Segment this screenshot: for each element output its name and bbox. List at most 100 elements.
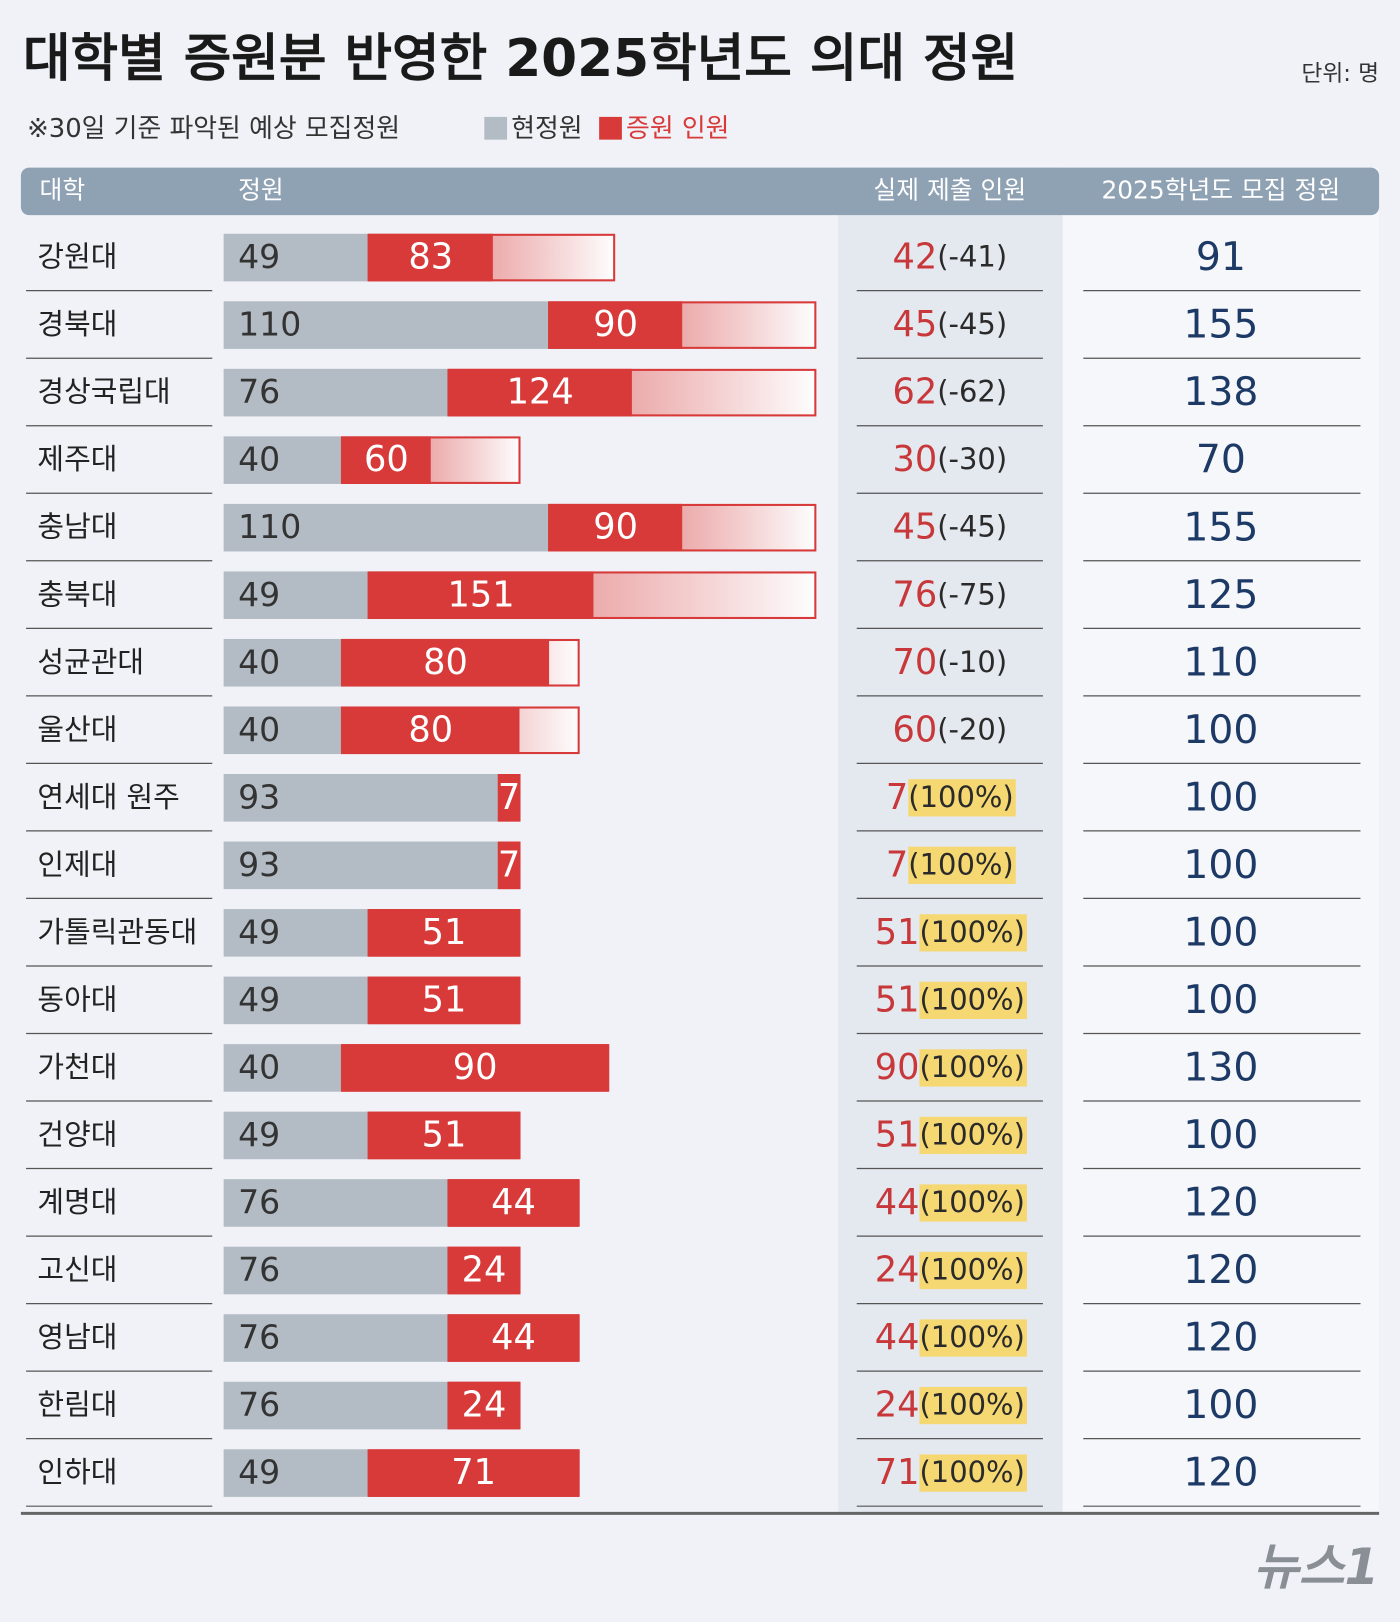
- final-value: 100: [1183, 1383, 1258, 1428]
- bar-label: 51: [422, 1114, 467, 1155]
- highlight: [919, 1319, 1027, 1357]
- bar-submitted: [341, 1044, 609, 1092]
- highlight: [919, 1386, 1027, 1425]
- category-label: 영남대: [37, 1320, 117, 1354]
- bar-label: 93: [238, 777, 280, 816]
- bar-label: 7: [498, 777, 520, 818]
- bar-label: 71: [451, 1452, 496, 1493]
- category-label: 경북대: [37, 307, 117, 341]
- final-value: 70: [1196, 438, 1246, 483]
- bar-label: 44: [491, 1317, 536, 1358]
- bar-current: [223, 1449, 369, 1497]
- bar-submitted: [448, 1314, 579, 1362]
- final-value: 91: [1196, 235, 1246, 280]
- submitted-value: 24: [875, 1385, 920, 1426]
- final-value: 100: [1183, 910, 1258, 955]
- final-value: 120: [1183, 1181, 1258, 1226]
- bar-current: [223, 233, 369, 282]
- bar-label: 60: [364, 439, 409, 480]
- submitted-value: 7: [886, 844, 908, 885]
- final-value: 155: [1183, 505, 1258, 550]
- submitted-value: 44: [875, 1182, 920, 1223]
- final-value: 130: [1183, 1045, 1258, 1090]
- final-value: 125: [1183, 573, 1258, 618]
- bar-current: [223, 1381, 449, 1430]
- final-value: 120: [1183, 1248, 1258, 1293]
- bar-label: 40: [238, 710, 280, 749]
- bar-label: 151: [447, 574, 514, 615]
- final-value: 120: [1183, 1316, 1258, 1361]
- chart-title: 대학별 증원분 반영한 2025학년도 의대 정원: [23, 29, 1018, 89]
- submitted-value: 7: [886, 777, 908, 818]
- submitted-note: (100%): [920, 1050, 1025, 1084]
- bar-submitted: [549, 301, 683, 349]
- highlight: [919, 1049, 1027, 1087]
- bar-current: [223, 301, 550, 349]
- final-value: 100: [1183, 843, 1258, 888]
- bar-label: 24: [462, 1385, 507, 1426]
- highlight: [919, 1116, 1027, 1155]
- bar-current: [223, 1044, 342, 1092]
- bar-submitted: [498, 774, 520, 822]
- highlight: [919, 1251, 1027, 1290]
- submitted-value: 70: [892, 642, 937, 683]
- bar-label: 24: [462, 1250, 507, 1291]
- final-value: 100: [1183, 775, 1258, 820]
- unit: 단위: 명: [1301, 61, 1379, 87]
- category-label: 충남대: [37, 510, 117, 544]
- highlight: [919, 914, 1027, 952]
- final-value: 138: [1183, 370, 1258, 415]
- category-label: 한림대: [37, 1388, 117, 1422]
- bar-current: [223, 571, 369, 620]
- category-label: 충북대: [37, 577, 117, 611]
- bar-label: 80: [423, 642, 468, 683]
- submitted-value: 51: [875, 979, 920, 1020]
- column-header: 2025학년도 모집 정원: [1101, 175, 1340, 204]
- legend-label: 증원 인원: [626, 114, 729, 144]
- column-band: [1062, 167, 1380, 1513]
- submitted-note: (-45): [937, 307, 1007, 341]
- bar-label: 76: [238, 1183, 280, 1222]
- final-value: 110: [1183, 640, 1258, 685]
- header-bar: [20, 167, 1380, 216]
- bar-submitted: [341, 638, 550, 687]
- bar-label: 51: [422, 912, 467, 953]
- bar-label: 110: [238, 305, 301, 344]
- submitted-note: (-30): [937, 442, 1007, 476]
- category-label: 인하대: [37, 1455, 117, 1489]
- bar-label: 83: [408, 237, 453, 278]
- bar-current: [223, 976, 369, 1025]
- category-label: 제주대: [37, 442, 117, 476]
- submitted-note: (-75): [937, 577, 1007, 611]
- bar-label: 40: [238, 1047, 280, 1086]
- column-band: [838, 167, 1063, 1513]
- bar-current: [223, 841, 499, 890]
- submitted-note: (100%): [920, 915, 1025, 949]
- bar-submitted: [368, 1111, 520, 1160]
- category-label: 건양대: [37, 1117, 117, 1151]
- bar-label: 93: [238, 845, 280, 884]
- submitted-value: 45: [892, 304, 937, 345]
- bar-submitted: [448, 1179, 579, 1227]
- submitted-note: (100%): [920, 1388, 1025, 1422]
- submitted-value: 76: [892, 574, 937, 615]
- category-label: 성균관대: [37, 645, 144, 679]
- bar-label: 90: [593, 507, 638, 548]
- bar-submitted: [498, 841, 520, 890]
- submitted-note: (100%): [920, 1455, 1025, 1489]
- category-label: 강원대: [37, 240, 117, 274]
- bar-current: [223, 638, 342, 687]
- subtitle: ※30일 기준 파악된 예상 모집정원: [27, 114, 400, 144]
- bar-label: 76: [238, 1318, 280, 1357]
- bar-label: 49: [238, 237, 280, 276]
- submitted-value: 51: [875, 912, 920, 953]
- column-header: 실제 제출 인원: [873, 175, 1026, 204]
- bar-current: [223, 774, 499, 822]
- submitted-value: 30: [892, 439, 937, 480]
- submitted-note: (100%): [908, 847, 1013, 881]
- submitted-note: (100%): [920, 1185, 1025, 1219]
- submitted-note: (100%): [920, 982, 1025, 1016]
- bar-submitted: [368, 233, 493, 282]
- submitted-value: 24: [875, 1250, 920, 1291]
